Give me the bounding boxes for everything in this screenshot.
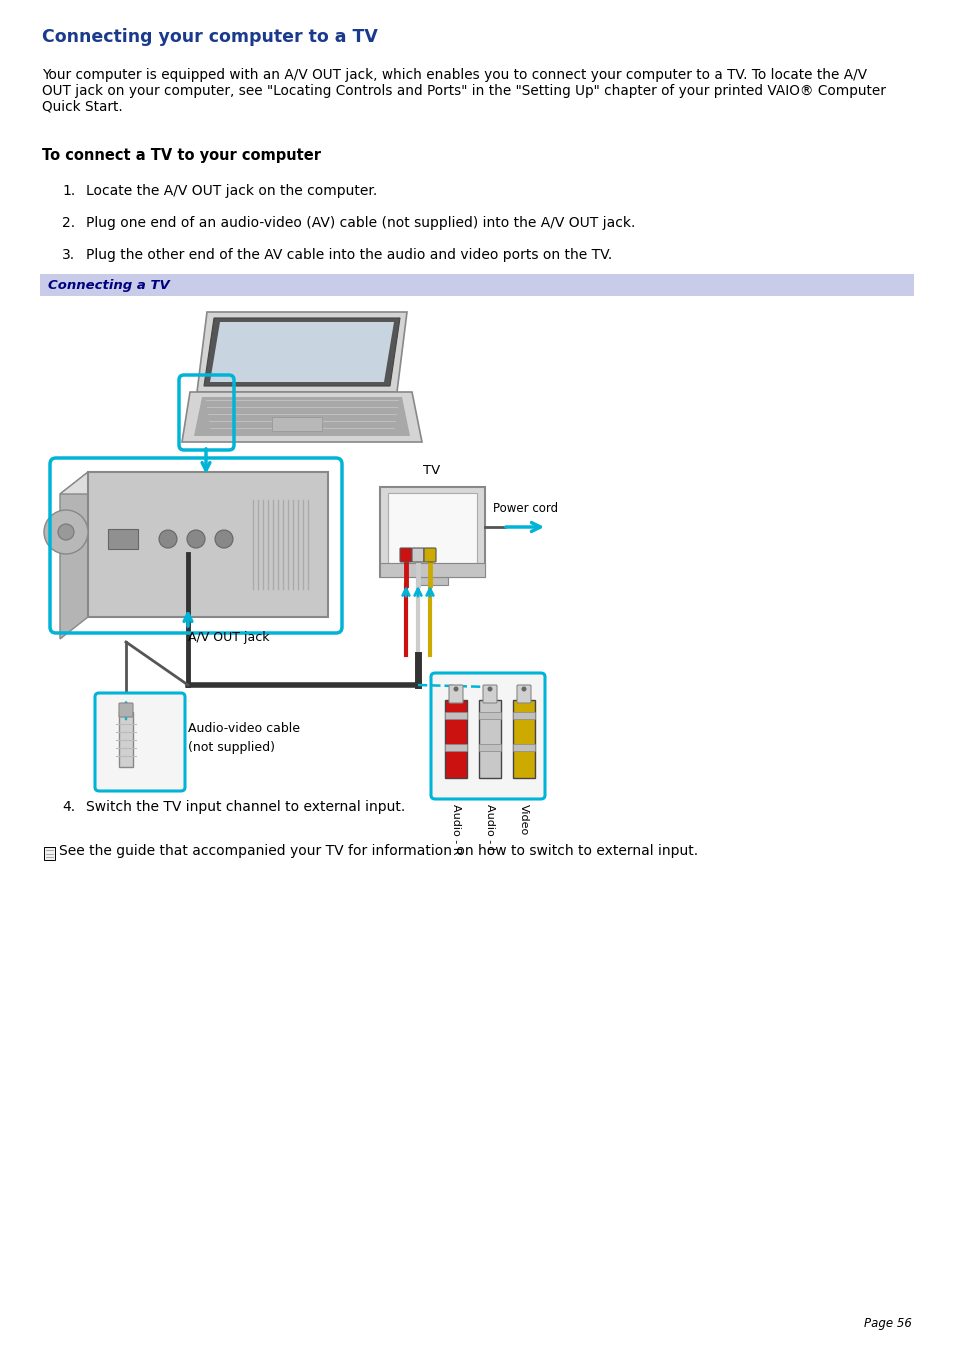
Polygon shape bbox=[210, 322, 394, 382]
Bar bbox=[108, 530, 138, 549]
Text: A/V OUT jack: A/V OUT jack bbox=[188, 631, 269, 644]
Text: Locate the A/V OUT jack on the computer.: Locate the A/V OUT jack on the computer. bbox=[86, 184, 376, 199]
Text: Quick Start.: Quick Start. bbox=[42, 100, 123, 113]
Bar bbox=[388, 493, 476, 563]
FancyBboxPatch shape bbox=[482, 685, 497, 703]
Circle shape bbox=[44, 509, 88, 554]
Bar bbox=[40, 274, 913, 296]
Text: To connect a TV to your computer: To connect a TV to your computer bbox=[42, 149, 320, 163]
Text: 2.: 2. bbox=[62, 216, 75, 230]
Polygon shape bbox=[60, 471, 328, 494]
Bar bbox=[119, 712, 132, 767]
Polygon shape bbox=[204, 317, 399, 386]
Bar bbox=[44, 847, 55, 861]
Text: Plug the other end of the AV cable into the audio and video ports on the TV.: Plug the other end of the AV cable into … bbox=[86, 249, 612, 262]
Bar bbox=[478, 744, 500, 751]
FancyBboxPatch shape bbox=[412, 549, 423, 562]
Bar bbox=[88, 471, 328, 617]
Text: Your computer is equipped with an A/V OUT jack, which enables you to connect you: Your computer is equipped with an A/V OU… bbox=[42, 68, 866, 82]
Bar bbox=[444, 712, 467, 719]
Text: Connecting a TV: Connecting a TV bbox=[48, 278, 170, 292]
Polygon shape bbox=[193, 397, 410, 436]
Bar bbox=[513, 712, 535, 719]
FancyBboxPatch shape bbox=[399, 549, 412, 562]
Text: Plug one end of an audio-video (AV) cable (not supplied) into the A/V OUT jack.: Plug one end of an audio-video (AV) cabl… bbox=[86, 216, 635, 230]
Bar bbox=[379, 563, 484, 577]
Text: 1.: 1. bbox=[62, 184, 75, 199]
Text: Page 56: Page 56 bbox=[863, 1317, 911, 1329]
Bar bbox=[513, 744, 535, 751]
Circle shape bbox=[453, 686, 458, 692]
Bar bbox=[513, 700, 535, 778]
Bar bbox=[444, 700, 467, 778]
FancyBboxPatch shape bbox=[95, 693, 185, 790]
Circle shape bbox=[214, 530, 233, 549]
Bar bbox=[478, 712, 500, 719]
Circle shape bbox=[487, 686, 492, 692]
FancyBboxPatch shape bbox=[449, 685, 462, 703]
Bar bbox=[272, 417, 322, 431]
Circle shape bbox=[159, 530, 177, 549]
Bar bbox=[478, 700, 500, 778]
Bar bbox=[416, 577, 448, 585]
Bar bbox=[444, 744, 467, 751]
Text: Audio - R: Audio - R bbox=[451, 804, 460, 854]
Text: 3.: 3. bbox=[62, 249, 75, 262]
Polygon shape bbox=[60, 471, 88, 639]
Text: Audio - L: Audio - L bbox=[484, 804, 495, 852]
Text: OUT jack on your computer, see "Locating Controls and Ports" in the "Setting Up": OUT jack on your computer, see "Locating… bbox=[42, 84, 885, 99]
Circle shape bbox=[58, 524, 74, 540]
FancyBboxPatch shape bbox=[431, 673, 544, 798]
Circle shape bbox=[521, 686, 526, 692]
FancyBboxPatch shape bbox=[119, 703, 132, 717]
Text: 4.: 4. bbox=[62, 800, 75, 815]
Text: TV: TV bbox=[423, 463, 440, 477]
Polygon shape bbox=[196, 312, 407, 392]
Text: Audio-video cable
(not supplied): Audio-video cable (not supplied) bbox=[188, 723, 299, 754]
Text: See the guide that accompanied your TV for information on how to switch to exter: See the guide that accompanied your TV f… bbox=[59, 844, 698, 858]
FancyBboxPatch shape bbox=[423, 549, 436, 562]
Bar bbox=[379, 486, 484, 577]
Circle shape bbox=[187, 530, 205, 549]
Text: Switch the TV input channel to external input.: Switch the TV input channel to external … bbox=[86, 800, 405, 815]
Text: Power cord: Power cord bbox=[493, 503, 558, 515]
Text: Connecting your computer to a TV: Connecting your computer to a TV bbox=[42, 28, 377, 46]
Text: Video: Video bbox=[518, 804, 529, 835]
Polygon shape bbox=[182, 392, 421, 442]
FancyBboxPatch shape bbox=[517, 685, 531, 703]
